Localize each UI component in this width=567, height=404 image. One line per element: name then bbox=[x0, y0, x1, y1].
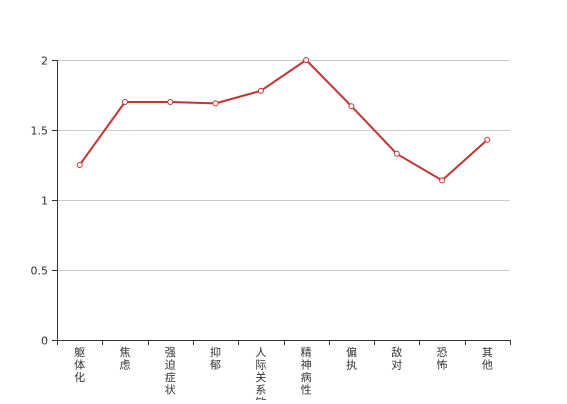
y-tick-label: 0.5 bbox=[31, 265, 49, 278]
y-tick-label: 1 bbox=[41, 195, 48, 208]
x-tick-label: 人际关系敏感 bbox=[255, 346, 266, 400]
y-tick-label: 0 bbox=[41, 335, 48, 348]
x-tick-label: 敌对 bbox=[391, 345, 402, 372]
y-tick-label: 2 bbox=[41, 55, 48, 68]
x-tick-label: 强迫症状 bbox=[165, 346, 176, 397]
x-tick-label: 精神病性 bbox=[301, 346, 312, 397]
x-tick-label: 躯体化 bbox=[74, 346, 85, 384]
series-layer bbox=[76, 57, 491, 184]
y-tick-label: 1.5 bbox=[31, 125, 49, 138]
x-tick-label: 偏执 bbox=[346, 345, 357, 372]
data-point[interactable] bbox=[439, 177, 446, 184]
data-point[interactable] bbox=[212, 100, 219, 107]
data-point[interactable] bbox=[348, 103, 355, 110]
x-tick-label: 恐怖 bbox=[437, 346, 448, 372]
data-point[interactable] bbox=[167, 99, 174, 105]
x-tick-label: 焦虑 bbox=[119, 346, 130, 372]
axis-layer bbox=[52, 60, 511, 345]
data-point[interactable] bbox=[257, 87, 264, 94]
data-point[interactable] bbox=[303, 57, 310, 63]
x-tick-label: 其他 bbox=[482, 346, 493, 372]
data-point[interactable] bbox=[393, 150, 400, 157]
y-tick-labels: 0 0.5 1 1.5 2 bbox=[31, 55, 49, 348]
x-tick-labels: 躯体化 焦虑 强迫症状 抑郁 人际关系敏感 精神病性 偏执 敌对 恐怖 其他 bbox=[74, 345, 493, 404]
grid-layer bbox=[57, 60, 510, 271]
data-point[interactable] bbox=[484, 136, 491, 143]
x-tick-label: 抑郁 bbox=[210, 345, 221, 372]
data-point[interactable] bbox=[121, 99, 128, 105]
data-point[interactable] bbox=[76, 162, 83, 168]
series-line bbox=[78, 59, 489, 182]
